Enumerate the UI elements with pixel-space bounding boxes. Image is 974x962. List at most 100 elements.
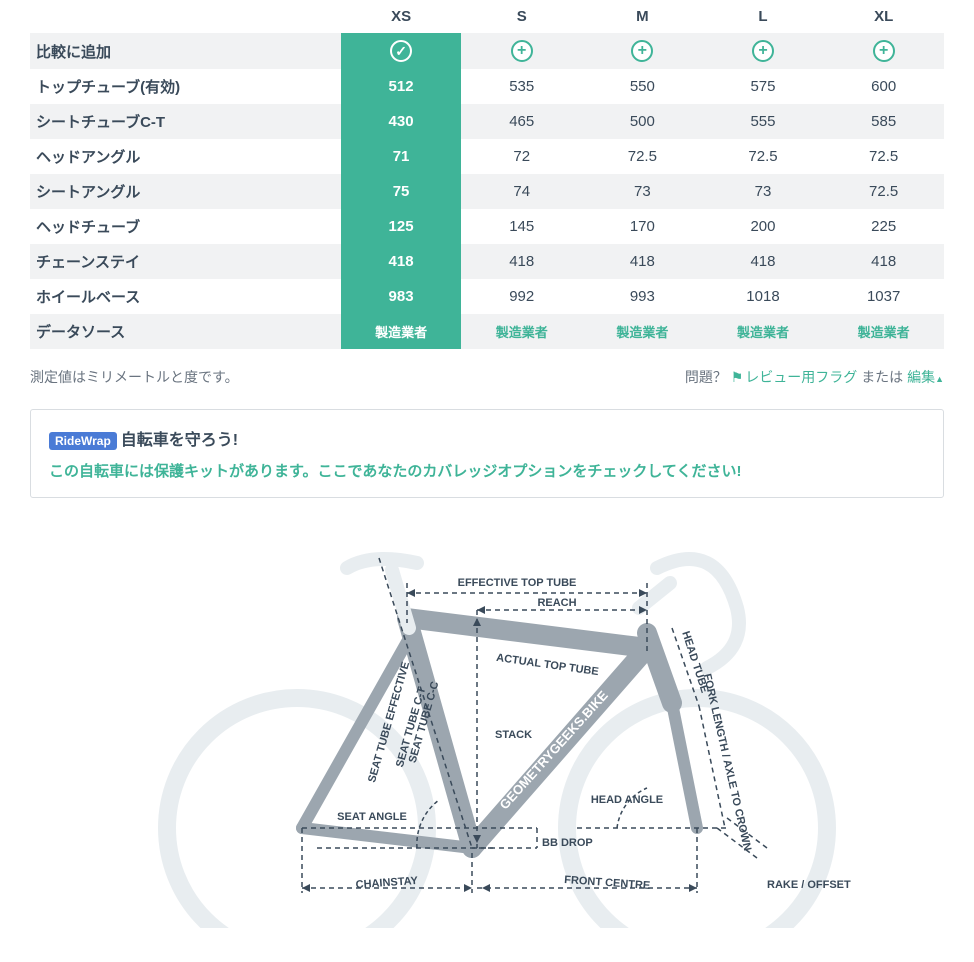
or-label: または: [861, 369, 903, 385]
source-cell: 製造業者: [582, 314, 703, 349]
geometry-cell: 73: [582, 174, 703, 209]
geometry-cell: 145: [461, 209, 582, 244]
caret-up-icon: ▲: [935, 374, 944, 384]
plus-icon[interactable]: +: [511, 40, 533, 62]
geometry-cell: 73: [703, 174, 824, 209]
footer-actions: 問題？ ⚑レビュー用フラグ または 編集▲: [685, 367, 944, 387]
geometry-cell: 418: [461, 244, 582, 279]
geometry-cell: 992: [461, 279, 582, 314]
label-seat-angle: SEAT ANGLE: [337, 811, 407, 823]
edit-link[interactable]: 編集▲: [907, 369, 944, 385]
geometry-cell: 75: [341, 174, 462, 209]
geometry-cell: 1037: [823, 279, 944, 314]
geometry-cell: 555: [703, 104, 824, 139]
check-icon: ✓: [390, 40, 412, 62]
add-compare-button[interactable]: +: [582, 33, 703, 69]
size-header: XL: [823, 0, 944, 33]
geometry-cell: 550: [582, 69, 703, 104]
source-link[interactable]: 製造業者: [737, 325, 789, 340]
geometry-cell: 575: [703, 69, 824, 104]
source-link[interactable]: 製造業者: [858, 325, 910, 340]
plus-icon[interactable]: +: [631, 40, 653, 62]
row-label: チェーンステイ: [30, 244, 341, 279]
promo-title: 自転車を守ろう!: [121, 432, 238, 449]
add-compare-label: 比較に追加: [30, 33, 341, 69]
geometry-cell: 418: [341, 244, 462, 279]
plus-icon[interactable]: +: [873, 40, 895, 62]
flag-icon: ⚑: [731, 369, 744, 385]
geometry-cell: 72.5: [582, 139, 703, 174]
geometry-cell: 418: [703, 244, 824, 279]
row-label: シートチューブC-T: [30, 104, 341, 139]
geometry-row: ヘッドチューブ125145170200225: [30, 209, 944, 244]
size-header: S: [461, 0, 582, 33]
geometry-diagram: GEOMETRYGEEKS.BIKE EFFECTIVE TOP TUBE RE…: [30, 528, 944, 932]
source-label: データソース: [30, 314, 341, 349]
geometry-cell: 983: [341, 279, 462, 314]
source-cell: 製造業者: [461, 314, 582, 349]
geometry-cell: 465: [461, 104, 582, 139]
row-label: シートアングル: [30, 174, 341, 209]
label-head-angle: HEAD ANGLE: [591, 794, 663, 806]
geometry-cell: 993: [582, 279, 703, 314]
question-label: 問題？: [685, 369, 727, 385]
geometry-cell: 125: [341, 209, 462, 244]
size-header: XS: [341, 0, 462, 33]
geometry-cell: 1018: [703, 279, 824, 314]
source-link[interactable]: 製造業者: [496, 325, 548, 340]
add-compare-row: 比較に追加 ✓ + + + +: [30, 33, 944, 69]
add-compare-button[interactable]: +: [461, 33, 582, 69]
geometry-table: XS S M L XL 比較に追加✓++++トップチューブ(有効)5125355…: [30, 0, 944, 349]
geometry-cell: 418: [823, 244, 944, 279]
add-compare-button[interactable]: +: [823, 33, 944, 69]
geometry-cell: 535: [461, 69, 582, 104]
size-header: L: [703, 0, 824, 33]
geometry-cell: 72: [461, 139, 582, 174]
geometry-cell: 170: [582, 209, 703, 244]
geometry-cell: 72.5: [823, 139, 944, 174]
geometry-cell: 585: [823, 104, 944, 139]
source-row: データソース 製造業者 製造業者 製造業者 製造業者 製造業者: [30, 314, 944, 349]
add-compare-button[interactable]: +: [703, 33, 824, 69]
source-link[interactable]: 製造業者: [375, 325, 427, 340]
plus-icon[interactable]: +: [752, 40, 774, 62]
geometry-cell: 74: [461, 174, 582, 209]
geometry-row: シートアングル7574737372.5: [30, 174, 944, 209]
label-rake: RAKE / OFFSET: [767, 879, 851, 891]
geometry-row: ホイールベース98399299310181037: [30, 279, 944, 314]
geometry-cell: 512: [341, 69, 462, 104]
promo-link[interactable]: この自転車には保護キットがあります。ここであなたのカバレッジオプションをチェック…: [49, 460, 925, 481]
source-cell: 製造業者: [823, 314, 944, 349]
label-actual-top-tube: ACTUAL TOP TUBE: [495, 652, 599, 678]
geometry-cell: 418: [582, 244, 703, 279]
header-blank: [30, 0, 341, 33]
source-cell: 製造業者: [341, 314, 462, 349]
source-link[interactable]: 製造業者: [616, 325, 668, 340]
ridewrap-badge: RideWrap: [49, 432, 117, 450]
ridewrap-promo: RideWrap自転車を守ろう! この自転車には保護キットがあります。ここであな…: [30, 409, 944, 498]
measurement-note: 測定値はミリメートルと度です。: [30, 367, 239, 387]
geometry-cell: 200: [703, 209, 824, 244]
selected-check: ✓: [341, 33, 462, 69]
geometry-row: ヘッドアングル717272.572.572.5: [30, 139, 944, 174]
label-stack: STACK: [495, 729, 532, 741]
label-eff-top-tube: EFFECTIVE TOP TUBE: [458, 577, 577, 589]
geometry-cell: 600: [823, 69, 944, 104]
row-label: ヘッドアングル: [30, 139, 341, 174]
geometry-cell: 430: [341, 104, 462, 139]
row-label: ヘッドチューブ: [30, 209, 341, 244]
geometry-cell: 72.5: [823, 174, 944, 209]
label-reach: REACH: [537, 597, 576, 609]
geometry-cell: 500: [582, 104, 703, 139]
source-cell: 製造業者: [703, 314, 824, 349]
row-label: トップチューブ(有効): [30, 69, 341, 104]
label-bb-drop: BB DROP: [542, 837, 593, 849]
geometry-cell: 71: [341, 139, 462, 174]
row-label: ホイールベース: [30, 279, 341, 314]
geometry-cell: 225: [823, 209, 944, 244]
geometry-row: トップチューブ(有効)512535550575600: [30, 69, 944, 104]
flag-review-link[interactable]: ⚑レビュー用フラグ: [731, 369, 861, 385]
geometry-row: シートチューブC-T430465500555585: [30, 104, 944, 139]
geometry-row: チェーンステイ418418418418418: [30, 244, 944, 279]
size-header: M: [582, 0, 703, 33]
